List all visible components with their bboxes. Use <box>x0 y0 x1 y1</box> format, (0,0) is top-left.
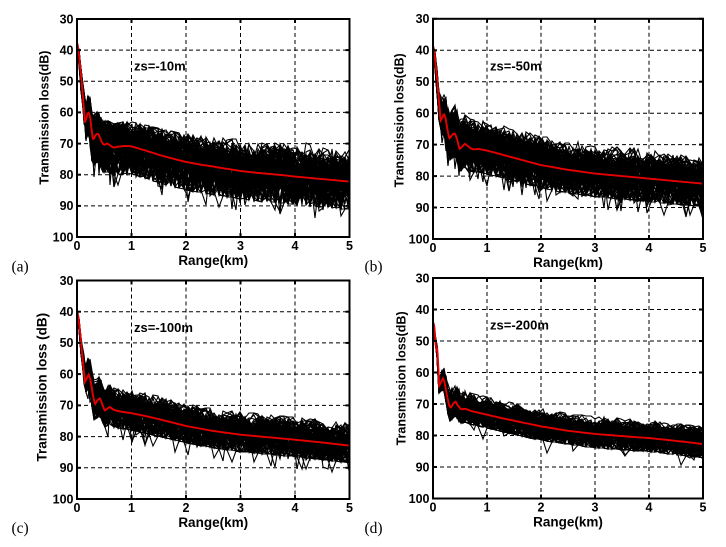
svg-text:40: 40 <box>416 303 430 317</box>
svg-text:3: 3 <box>592 501 599 515</box>
svg-text:(d): (d) <box>365 520 383 537</box>
svg-text:3: 3 <box>237 501 244 515</box>
svg-text:1: 1 <box>128 501 135 515</box>
svg-text:100: 100 <box>409 492 430 506</box>
svg-text:70: 70 <box>416 397 430 411</box>
svg-text:2: 2 <box>538 241 545 255</box>
svg-text:1: 1 <box>128 239 135 253</box>
svg-text:4: 4 <box>646 501 653 515</box>
svg-text:Transmission loss(dB): Transmission loss(dB) <box>392 53 406 187</box>
svg-text:Range(km): Range(km) <box>533 514 603 529</box>
svg-text:90: 90 <box>416 460 430 474</box>
svg-text:0: 0 <box>74 501 81 515</box>
svg-text:60: 60 <box>60 367 74 381</box>
svg-text:Range(km): Range(km) <box>533 255 603 270</box>
svg-text:30: 30 <box>416 271 430 285</box>
svg-text:5: 5 <box>700 241 707 255</box>
svg-text:5: 5 <box>346 239 353 253</box>
svg-text:(c): (c) <box>12 520 29 537</box>
svg-text:80: 80 <box>60 168 74 182</box>
svg-text:60: 60 <box>416 107 430 121</box>
svg-text:30: 30 <box>60 12 74 26</box>
svg-text:70: 70 <box>416 138 430 152</box>
svg-text:0: 0 <box>74 239 81 253</box>
svg-text:zs=-100m: zs=-100m <box>134 320 193 335</box>
svg-text:Transmission loss (dB): Transmission loss (dB) <box>34 313 49 462</box>
svg-text:5: 5 <box>700 501 707 515</box>
svg-text:50: 50 <box>416 334 430 348</box>
svg-text:(b): (b) <box>365 258 383 275</box>
svg-text:4: 4 <box>292 239 299 253</box>
svg-text:zs=-10m: zs=-10m <box>134 59 186 74</box>
svg-text:4: 4 <box>646 241 653 255</box>
svg-text:80: 80 <box>416 169 430 183</box>
svg-text:(a): (a) <box>12 258 29 275</box>
svg-text:2: 2 <box>183 501 190 515</box>
svg-text:80: 80 <box>416 429 430 443</box>
svg-text:60: 60 <box>416 366 430 380</box>
svg-text:50: 50 <box>416 75 430 89</box>
svg-text:2: 2 <box>183 239 190 253</box>
svg-text:Range(km): Range(km) <box>178 515 248 530</box>
svg-text:40: 40 <box>60 305 74 319</box>
svg-text:90: 90 <box>60 199 74 213</box>
svg-text:50: 50 <box>60 75 74 89</box>
svg-text:0: 0 <box>430 501 437 515</box>
svg-text:2: 2 <box>538 501 545 515</box>
svg-text:zs=-50m: zs=-50m <box>490 58 542 73</box>
svg-text:1: 1 <box>484 241 491 255</box>
svg-text:100: 100 <box>53 230 74 244</box>
svg-text:40: 40 <box>416 44 430 58</box>
svg-text:90: 90 <box>60 461 74 475</box>
svg-text:30: 30 <box>60 274 74 288</box>
svg-text:70: 70 <box>60 399 74 413</box>
svg-text:0: 0 <box>430 241 437 255</box>
svg-text:Transmission loss(dB): Transmission loss(dB) <box>394 311 408 445</box>
svg-text:30: 30 <box>416 12 430 26</box>
svg-text:4: 4 <box>292 501 299 515</box>
svg-text:50: 50 <box>60 336 74 350</box>
svg-text:1: 1 <box>484 501 491 515</box>
svg-text:Transmission loss(dB): Transmission loss(dB) <box>38 51 52 185</box>
svg-text:100: 100 <box>409 232 430 246</box>
svg-text:60: 60 <box>60 106 74 120</box>
svg-text:zs=-200m: zs=-200m <box>490 318 549 333</box>
svg-text:3: 3 <box>237 239 244 253</box>
svg-text:100: 100 <box>53 492 74 506</box>
svg-text:3: 3 <box>592 241 599 255</box>
svg-text:Range(km): Range(km) <box>178 253 248 268</box>
svg-text:40: 40 <box>60 43 74 57</box>
svg-text:70: 70 <box>60 137 74 151</box>
svg-text:80: 80 <box>60 430 74 444</box>
svg-text:5: 5 <box>346 501 353 515</box>
svg-text:90: 90 <box>416 201 430 215</box>
